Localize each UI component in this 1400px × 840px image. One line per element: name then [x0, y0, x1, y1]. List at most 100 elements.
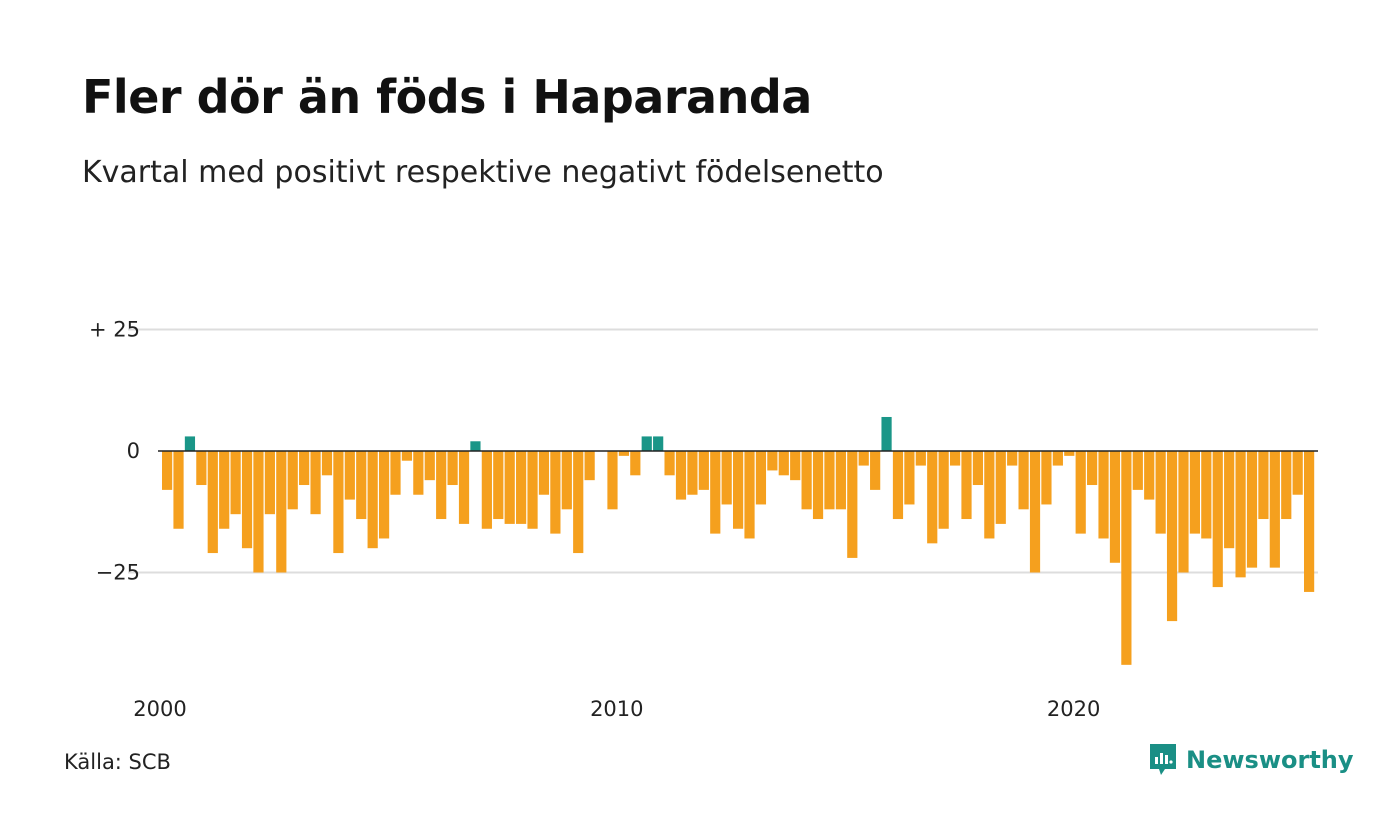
bar-negative [196, 451, 207, 486]
bar-negative [904, 451, 915, 505]
y-axis-ticks: + 25 0 −25 [89, 318, 140, 585]
bar-negative [1155, 451, 1166, 534]
bar-negative [219, 451, 230, 529]
bar-negative [1281, 451, 1292, 520]
bar-negative [1109, 451, 1121, 563]
bar-negative [1132, 451, 1143, 490]
source-note: Källa: SCB [64, 750, 171, 774]
bar-negative [1166, 451, 1178, 622]
bar-negative [1064, 451, 1075, 456]
bar-negative [721, 451, 732, 505]
bar-negative [1052, 451, 1063, 466]
bar-negative [790, 451, 801, 481]
chart-title: Fler dör än föds i Haparanda [82, 70, 812, 124]
bar-negative [1201, 451, 1212, 539]
bar-negative [949, 451, 961, 466]
bar-negative [1018, 451, 1029, 510]
bar-negative [1144, 451, 1155, 500]
bar-negative [710, 451, 721, 534]
bar-negative [356, 451, 367, 520]
bar-negative [493, 451, 504, 520]
bar-negative [1235, 451, 1246, 578]
bar-negative [607, 451, 618, 510]
bar-negative [835, 451, 846, 510]
bar-negative [847, 451, 858, 558]
bar-negative [744, 451, 755, 539]
bar-negative [162, 451, 173, 490]
brand-logo: Newsworthy [1148, 742, 1354, 778]
bar-negative [230, 451, 241, 515]
bar-negative [207, 451, 218, 554]
bar-negative [276, 451, 287, 573]
bar-negative [253, 451, 264, 573]
bar-negative [664, 451, 675, 476]
bars [162, 416, 1315, 665]
x-tick-label: 2010 [590, 697, 643, 721]
bar-positive [641, 436, 652, 451]
bar-negative [812, 451, 824, 520]
bar-negative [1041, 451, 1052, 505]
bar-negative [1258, 451, 1269, 520]
bar-negative [344, 451, 355, 500]
bar-negative [630, 451, 641, 476]
bar-negative [698, 451, 709, 490]
bar-negative [516, 451, 527, 524]
y-tick-label: 0 [127, 439, 140, 463]
bar-negative [824, 451, 835, 510]
bar-negative [1029, 451, 1041, 573]
bar-negative [984, 451, 995, 539]
bar-negative [310, 451, 321, 515]
bar-negative [1304, 451, 1315, 592]
bar-negative [550, 451, 561, 534]
bar-negative [1224, 451, 1235, 549]
bar-negative [1098, 451, 1109, 539]
bar-negative [1292, 451, 1303, 495]
y-tick-label: + 25 [89, 318, 140, 342]
bar-negative [504, 451, 515, 524]
bar-negative [173, 451, 184, 529]
bar-negative [778, 451, 789, 476]
bar-negative [527, 451, 538, 529]
bar-negative [241, 451, 253, 549]
bar-negative [927, 451, 938, 544]
bar-negative [755, 451, 767, 505]
bar-negative [573, 451, 584, 554]
bar-negative [801, 451, 812, 510]
bar-negative [915, 451, 926, 466]
chart-subtitle: Kvartal med positivt respektive negativt… [82, 155, 884, 190]
bar-negative [584, 451, 595, 481]
bar-negative [972, 451, 984, 486]
bar-negative [561, 451, 572, 510]
x-tick-label: 2000 [133, 697, 186, 721]
bar-negative [1121, 451, 1132, 665]
bar-negative [870, 451, 881, 490]
brand-name: Newsworthy [1186, 746, 1354, 774]
bar-negative [767, 451, 778, 471]
bar-negative [961, 451, 972, 520]
bar-negative [481, 451, 492, 529]
bar-negative [333, 451, 344, 554]
bar-negative [1075, 451, 1086, 534]
bar-negative [687, 451, 698, 495]
bar-negative [1178, 451, 1189, 573]
bar-positive [470, 441, 481, 451]
bar-negative [413, 451, 424, 495]
bar-negative [938, 451, 949, 529]
bar-negative [1189, 451, 1200, 534]
x-tick-label: 2020 [1047, 697, 1100, 721]
bar-negative [618, 451, 629, 456]
bar-negative [287, 451, 298, 510]
bar-positive [881, 416, 892, 451]
grid-lines [128, 328, 1318, 574]
bar-negative [321, 451, 333, 476]
bar-negative [538, 451, 550, 495]
bar-negative [458, 451, 470, 524]
bar-negative [733, 451, 744, 529]
bar-positive [653, 436, 664, 451]
bar-negative [264, 451, 275, 515]
bar-negative [299, 451, 310, 486]
bar-negative [436, 451, 447, 520]
bar-negative [995, 451, 1006, 524]
bar-negative [1087, 451, 1098, 486]
bar-negative [1212, 451, 1223, 588]
